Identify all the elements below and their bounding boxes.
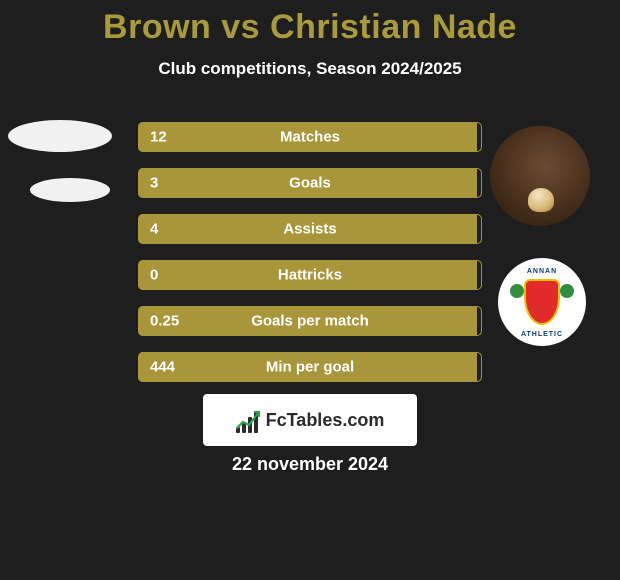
stat-bars: 12Matches 3Goals 4Assists 0Hattricks 0.25Goa… bbox=[138, 122, 482, 398]
thistle-icon bbox=[510, 284, 524, 298]
crest-text-bottom: ATHLETIC bbox=[521, 331, 563, 338]
stat-bar: 444Min per goal bbox=[138, 352, 482, 382]
comparison-infographic: Brown vs Christian Nade Club competition… bbox=[0, 0, 620, 580]
shield-icon bbox=[524, 279, 560, 325]
annan-crest: ANNAN ATHLETIC bbox=[512, 270, 572, 334]
fctables-logo-icon bbox=[236, 407, 262, 433]
crest-text-top: ANNAN bbox=[527, 268, 557, 275]
player1-club-ellipse bbox=[30, 178, 110, 202]
player1-avatar-ellipse bbox=[8, 120, 112, 152]
stat-bar-label: Hattricks bbox=[138, 267, 482, 284]
stat-bar-label: Min per goal bbox=[138, 359, 482, 376]
player2-avatar bbox=[490, 126, 590, 226]
stat-bar-label: Goals bbox=[138, 175, 482, 192]
stat-bar: 0Hattricks bbox=[138, 260, 482, 290]
stat-bar: 0.25Goals per match bbox=[138, 306, 482, 336]
stat-bar-label: Matches bbox=[138, 129, 482, 146]
stat-bar-label: Goals per match bbox=[138, 313, 482, 330]
logo-arrow-icon bbox=[235, 406, 263, 434]
stat-bar: 12Matches bbox=[138, 122, 482, 152]
stat-bar-label: Assists bbox=[138, 221, 482, 238]
stat-bar: 3Goals bbox=[138, 168, 482, 198]
stat-bar: 4Assists bbox=[138, 214, 482, 244]
fctables-badge: FcTables.com bbox=[203, 394, 417, 446]
infographic-date: 22 november 2024 bbox=[0, 454, 620, 475]
fctables-label: FcTables.com bbox=[266, 410, 385, 431]
page-subtitle: Club competitions, Season 2024/2025 bbox=[0, 59, 620, 79]
page-title: Brown vs Christian Nade bbox=[0, 0, 620, 47]
player2-club-crest: ANNAN ATHLETIC bbox=[498, 258, 586, 346]
thistle-icon bbox=[560, 284, 574, 298]
